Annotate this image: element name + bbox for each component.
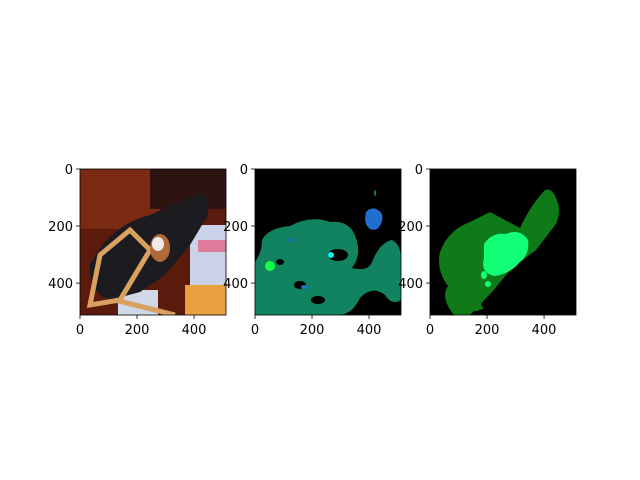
y-tick-label: 0 — [415, 163, 423, 178]
y-tick-label: 200 — [398, 220, 423, 235]
y-tick-label: 400 — [398, 277, 423, 292]
x-tick-label: 400 — [182, 323, 207, 338]
panel-photo-frame — [79, 168, 227, 316]
x-tick-label: 400 — [357, 323, 382, 338]
x-tick-label: 0 — [426, 323, 434, 338]
y-tick-label: 0 — [240, 163, 248, 178]
x-tick-label: 200 — [300, 323, 325, 338]
x-tick-label: 0 — [76, 323, 84, 338]
x-tick-label: 200 — [125, 323, 150, 338]
y-tick-label: 200 — [223, 220, 248, 235]
x-tick-label: 400 — [532, 323, 557, 338]
panel-ground-truth — [430, 169, 576, 315]
x-tick-label: 0 — [251, 323, 259, 338]
axes-ticks: 0 200 400 0 200 400 0 200 400 0 200 400 0 200 400 0 200 4… — [48, 163, 556, 338]
panel-ground-truth-frame — [429, 168, 577, 316]
panel-prediction — [255, 169, 401, 315]
y-tick-label: 200 — [48, 220, 73, 235]
panel-prediction-frame — [254, 168, 402, 316]
x-tick-label: 200 — [475, 323, 500, 338]
y-tick-label: 400 — [48, 277, 73, 292]
y-tick-label: 0 — [65, 163, 73, 178]
y-tick-label: 400 — [223, 277, 248, 292]
panel-photo — [80, 169, 226, 315]
